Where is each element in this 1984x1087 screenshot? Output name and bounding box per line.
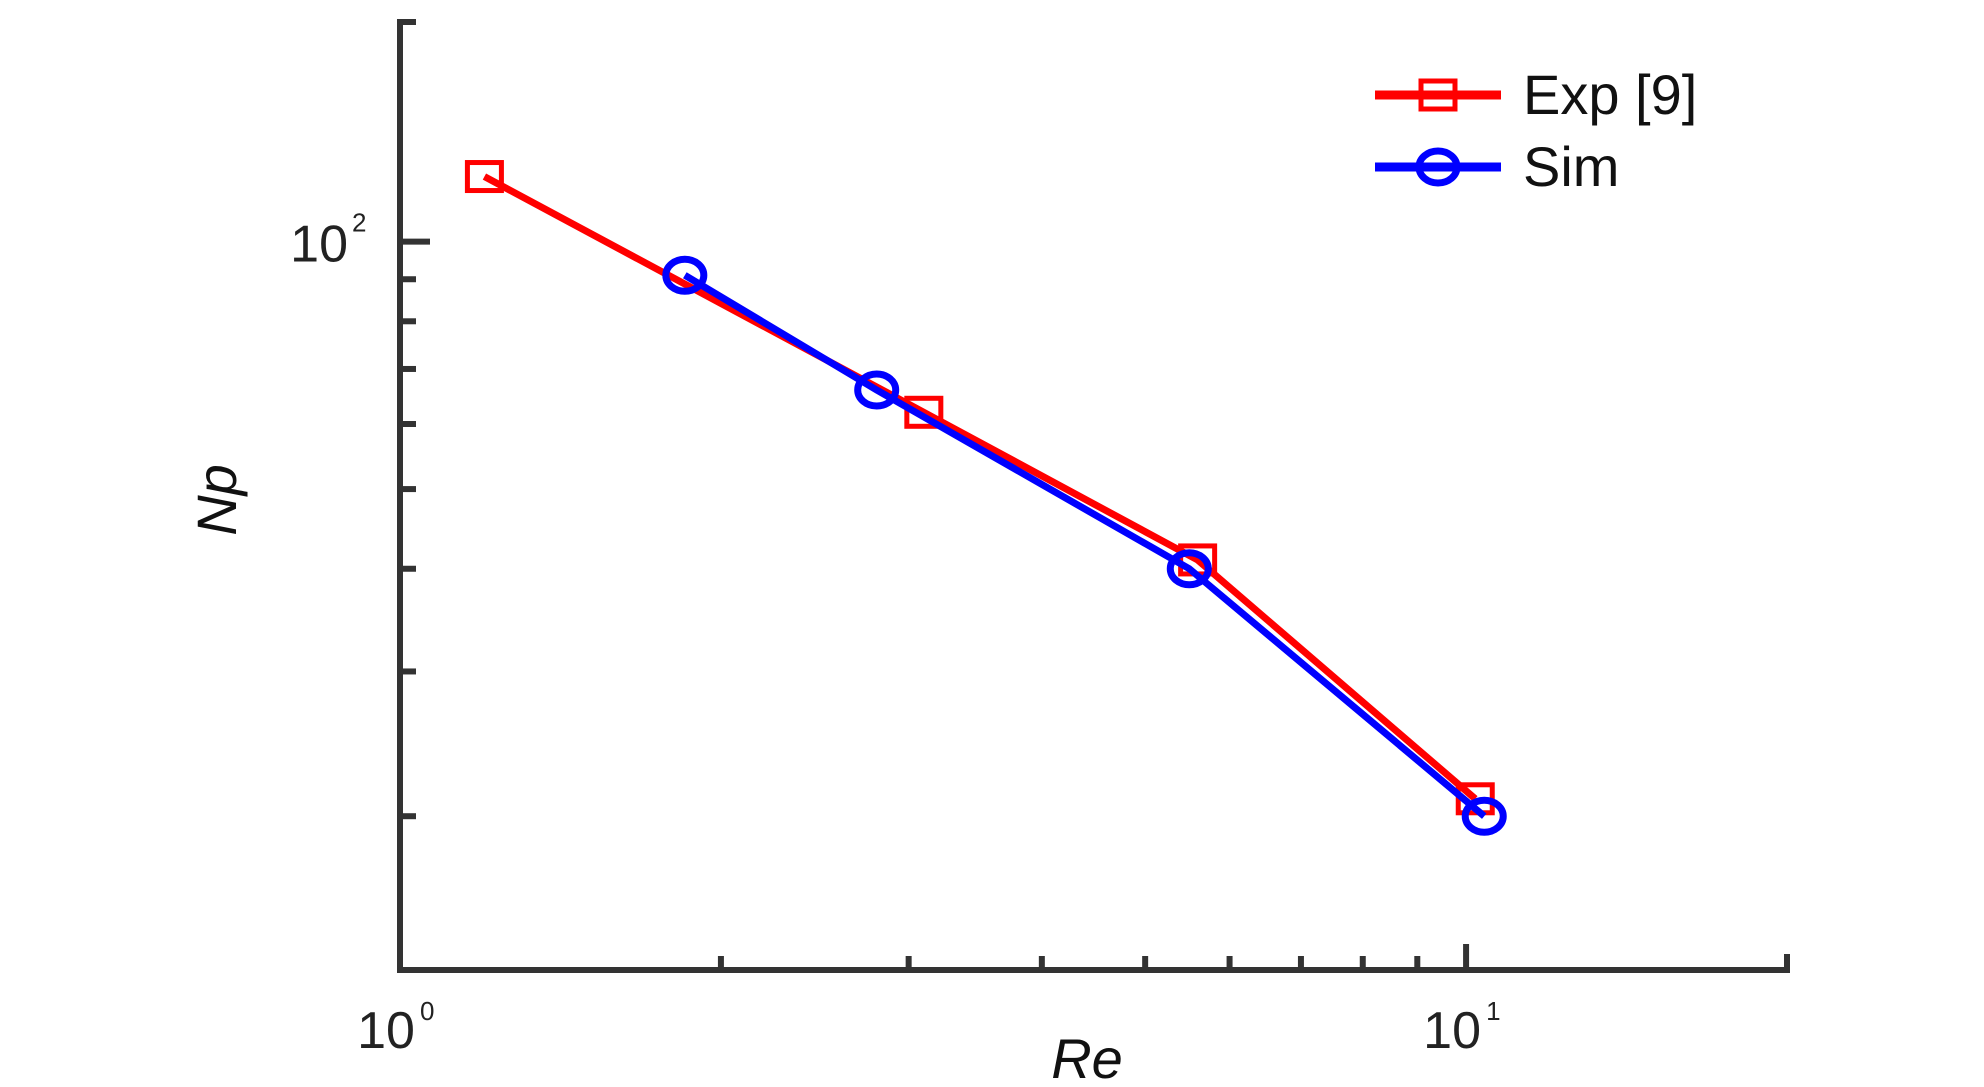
legend-entry-2: Sim [1375, 135, 1619, 198]
series-line [482, 173, 1478, 802]
legend-marker-square [1418, 78, 1458, 112]
legend-label: Sim [1523, 135, 1619, 198]
y-axis-title: Np [185, 464, 248, 536]
x-tick-label-exponent: 1 [1486, 996, 1500, 1026]
series-2 [662, 255, 1507, 836]
legend-label: Exp [9] [1523, 63, 1697, 126]
x-axis-title: Re [1051, 1027, 1123, 1087]
data-point-square [904, 395, 944, 429]
x-tick-label: 10 [1423, 1002, 1481, 1060]
data-point-square [464, 160, 504, 194]
x-tick-label: 10 [357, 1002, 415, 1060]
x-tick-label-exponent: 0 [420, 996, 434, 1026]
axes [397, 19, 1790, 973]
y-tick-label: 10 [290, 216, 348, 274]
data-point-circle [1461, 796, 1507, 836]
series-layer [464, 160, 1507, 836]
y-tick-label-exponent: 2 [352, 208, 366, 238]
series-line [683, 272, 1487, 819]
axis-lines [397, 19, 1790, 973]
legend: Exp [9] Sim [1375, 63, 1697, 198]
data-point-circle [1166, 549, 1212, 589]
legend-entry-1: Exp [9] [1375, 63, 1697, 126]
ticks [400, 238, 1470, 970]
legend-marker-circle [1415, 147, 1461, 187]
data-point-circle [662, 255, 708, 295]
data-point-circle [854, 370, 900, 410]
series-1 [464, 160, 1495, 816]
